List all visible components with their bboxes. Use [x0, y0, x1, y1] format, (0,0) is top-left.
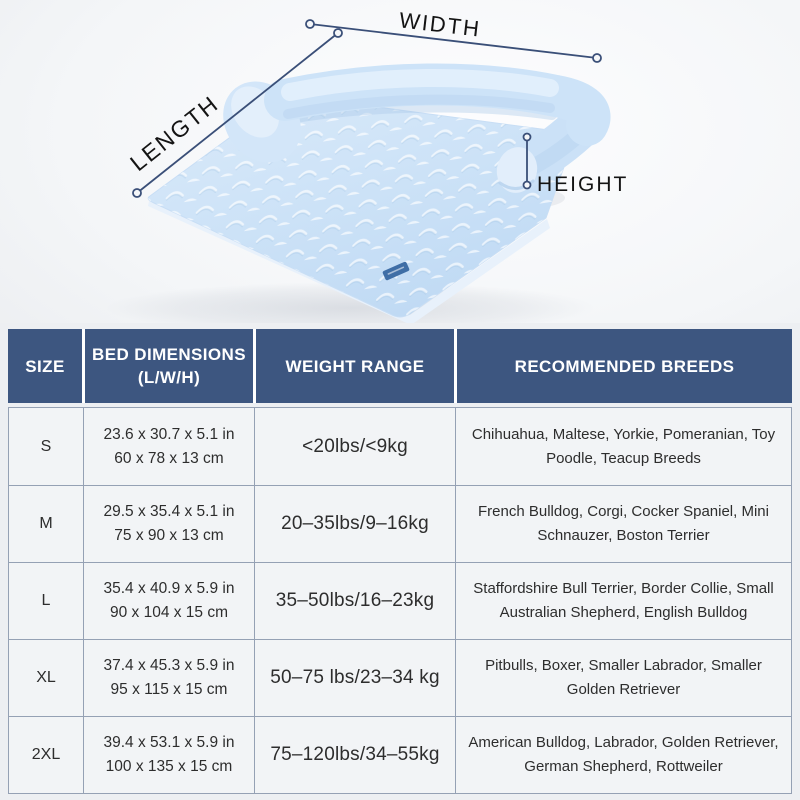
- dimensions-inches: 39.4 x 53.1 x 5.9 in: [103, 734, 235, 751]
- width-endpoint-right: [592, 53, 602, 63]
- dimension-lines: [132, 19, 602, 198]
- table-row-xl: XL 37.4 x 45.3 x 5.9 in 95 x 115 x 15 cm…: [9, 639, 791, 716]
- size-value: S: [40, 437, 52, 455]
- size-chart-table: SIZE BED DIMENSIONS (L/W/H) WEIGHT RANGE…: [8, 329, 792, 794]
- header-weight-label: WEIGHT RANGE: [285, 356, 425, 376]
- length-endpoint-top: [333, 28, 343, 38]
- dimensions-value: 39.4 x 53.1 x 5.9 in 100 x 135 x 15 cm: [83, 717, 254, 793]
- height-label: HEIGHT: [537, 173, 629, 196]
- dimensions-inches: 37.4 x 45.3 x 5.9 in: [103, 657, 235, 674]
- header-breeds: RECOMMENDED BREEDS: [454, 329, 792, 403]
- dimensions-cm: 60 x 78 x 13 cm: [114, 449, 224, 467]
- table-header-row: SIZE BED DIMENSIONS (L/W/H) WEIGHT RANGE…: [8, 329, 792, 403]
- dimensions-cm: 95 x 115 x 15 cm: [110, 681, 228, 698]
- breeds-value: Staffordshire Bull Terrier, Border Colli…: [455, 563, 791, 639]
- length-dimension-line: [136, 32, 339, 194]
- brand-tag: [382, 261, 410, 281]
- dimensions-cm: 75 x 90 x 13 cm: [114, 527, 224, 544]
- size-value: M: [39, 515, 53, 532]
- weight-value: 50–75 lbs/23–34 kg: [254, 640, 455, 716]
- header-size: SIZE: [8, 329, 82, 403]
- header-weight: WEIGHT RANGE: [253, 329, 454, 403]
- dimensions-cm: 90 x 104 x 15 cm: [109, 604, 229, 621]
- bed-shadow: [105, 282, 595, 323]
- dimensions-value: 37.4 x 45.3 x 5.9 in 95 x 115 x 15 cm: [83, 640, 254, 716]
- size-value: L: [41, 592, 51, 609]
- dimensions-inches: 35.4 x 40.9 x 5.9 in: [103, 580, 235, 597]
- table-row-2xl: 2XL 39.4 x 53.1 x 5.9 in 100 x 135 x 15 …: [9, 716, 791, 793]
- breeds-value: American Bulldog, Labrador, Golden Retri…: [455, 717, 791, 793]
- dimensions-value: 23.6 x 30.7 x 5.1 in 60 x 78 x 13 cm: [83, 408, 254, 485]
- size-value: 2XL: [31, 746, 61, 763]
- header-dimensions-line1: BED DIMENSIONS: [92, 345, 246, 364]
- table-row-l: L 35.4 x 40.9 x 5.9 in 90 x 104 x 15 cm …: [9, 562, 791, 639]
- breeds-value: Pitbulls, Boxer, Smaller Labrador, Small…: [455, 640, 791, 716]
- width-dimension-line: [309, 23, 598, 59]
- header-size-label: SIZE: [25, 356, 65, 376]
- size-value: XL: [36, 669, 56, 686]
- dimensions-value: 29.5 x 35.4 x 5.1 in 75 x 90 x 13 cm: [83, 486, 254, 562]
- table-row-s: S 23.6 x 30.7 x 5.1 in 60 x 78 x 13 cm <…: [9, 408, 791, 485]
- table-row-m: M 29.5 x 35.4 x 5.1 in 75 x 90 x 13 cm 2…: [9, 485, 791, 562]
- bed-mat-edge: [148, 197, 550, 323]
- product-photo: WIDTH LENGTH HEIGHT: [0, 0, 800, 323]
- bed-back-bolster-highlight: [281, 68, 559, 101]
- height-endpoint-top: [522, 132, 532, 142]
- weight-value: 20–35lbs/9–16kg: [254, 486, 455, 562]
- weight-value: 75–120lbs/34–55kg: [254, 717, 455, 793]
- bed-illustration: [105, 19, 611, 323]
- header-breeds-label: RECOMMENDED BREEDS: [514, 356, 735, 376]
- height-endpoint-bottom: [522, 180, 532, 190]
- breeds-value: French Bulldog, Corgi, Cocker Spaniel, M…: [455, 486, 791, 562]
- breeds-value: Chihuahua, Maltese, Yorkie, Pomeranian, …: [455, 408, 791, 485]
- weight-value: 35–50lbs/16–23kg: [254, 563, 455, 639]
- table-body: S 23.6 x 30.7 x 5.1 in 60 x 78 x 13 cm <…: [8, 407, 792, 794]
- header-dimensions-line2: (L/W/H): [137, 368, 201, 387]
- dimensions-inches: 23.6 x 30.7 x 5.1 in: [103, 425, 235, 443]
- header-dimensions: BED DIMENSIONS (L/W/H): [82, 329, 253, 403]
- width-endpoint-left: [305, 19, 315, 29]
- dimensions-inches: 29.5 x 35.4 x 5.1 in: [103, 503, 235, 520]
- dimensions-value: 35.4 x 40.9 x 5.9 in 90 x 104 x 15 cm: [83, 563, 254, 639]
- weight-value: <20lbs/<9kg: [254, 408, 455, 485]
- length-endpoint-bottom: [132, 188, 142, 198]
- bed-back-bolster-shade: [283, 94, 555, 119]
- dimensions-cm: 100 x 135 x 15 cm: [105, 758, 233, 775]
